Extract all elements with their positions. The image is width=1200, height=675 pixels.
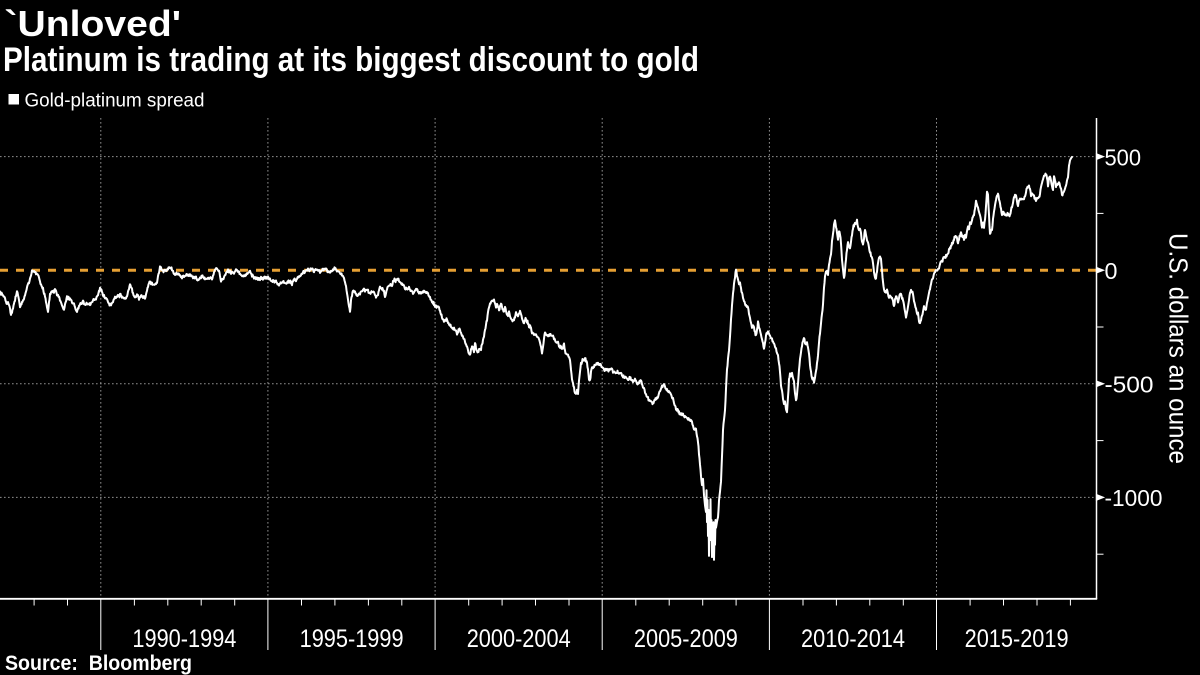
svg-text:1995-1999: 1995-1999 [300, 625, 404, 653]
svg-text:2000-2004: 2000-2004 [467, 625, 571, 653]
svg-text:1990-1994: 1990-1994 [132, 625, 236, 653]
svg-text:2010-2014: 2010-2014 [801, 625, 905, 653]
svg-text:0: 0 [1105, 258, 1118, 284]
svg-text:500: 500 [1105, 144, 1142, 170]
svg-text:2005-2009: 2005-2009 [634, 625, 738, 653]
svg-text:`Unloved': `Unloved' [5, 3, 181, 44]
svg-text:-500: -500 [1105, 372, 1154, 398]
svg-text:2015-2019: 2015-2019 [965, 625, 1069, 653]
svg-text:U.S. dollars an ounce: U.S. dollars an ounce [1164, 233, 1194, 464]
svg-text:Source: Bloomberg: Source: Bloomberg [5, 652, 192, 675]
svg-text:-1000: -1000 [1105, 485, 1163, 511]
svg-text:Gold-platinum spread: Gold-platinum spread [25, 91, 205, 112]
svg-text:Platinum is trading at its big: Platinum is trading at its biggest disco… [3, 41, 699, 79]
